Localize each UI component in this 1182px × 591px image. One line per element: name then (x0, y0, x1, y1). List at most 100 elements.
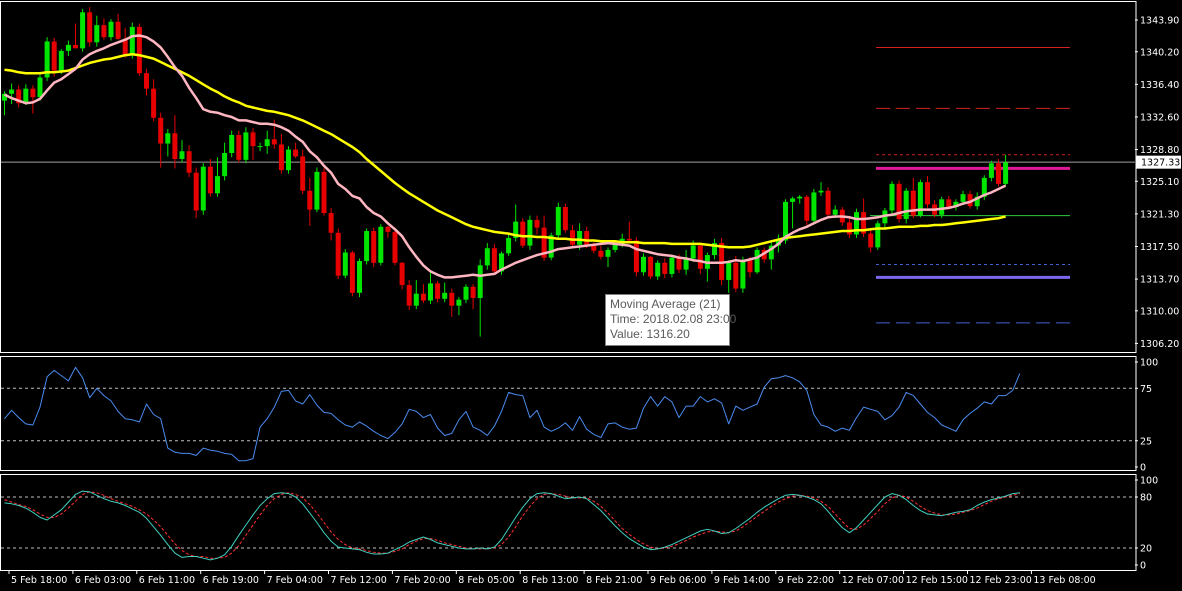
price-panel[interactable] (1, 7, 1135, 337)
candle (399, 261, 405, 290)
candle-body (278, 144, 284, 171)
candle (740, 256, 746, 293)
candle (534, 215, 540, 235)
candle-body (335, 232, 341, 276)
candle (392, 229, 398, 266)
candle-body (733, 262, 739, 289)
candle (65, 40, 71, 57)
candle-body (165, 133, 171, 144)
x-axis-tick-label: 12 Feb 07:00 (842, 575, 904, 586)
y-axis-tick-label: 100 (1140, 476, 1158, 487)
candle (300, 149, 306, 195)
candle-body (58, 50, 64, 71)
candle (9, 83, 15, 105)
candle-body (925, 182, 930, 205)
candle (236, 130, 242, 163)
candle-body (65, 44, 71, 51)
candle-body (108, 21, 114, 38)
candle (605, 247, 611, 268)
candle-body (825, 190, 831, 215)
candle-body (30, 88, 36, 98)
candle-body (257, 146, 263, 148)
candle-body (420, 293, 426, 301)
candle (768, 241, 774, 270)
candle (477, 259, 483, 337)
candle-body (23, 88, 29, 104)
current-price-label: 1327.33 (1141, 158, 1180, 169)
tooltip-time: Time: 2018.02.08 23:00 (610, 312, 737, 326)
candle (598, 245, 604, 260)
candle-body (484, 248, 490, 266)
candle-body (300, 156, 306, 191)
candle (527, 215, 533, 250)
candle-body (726, 262, 732, 280)
candle-body (626, 238, 632, 241)
candle (307, 177, 313, 226)
candle-body (51, 41, 57, 71)
candle (101, 18, 107, 40)
candle (385, 225, 391, 238)
oscillator-panel[interactable] (1, 366, 1135, 462)
candle-body (470, 286, 476, 298)
candle (641, 253, 646, 276)
candle (16, 85, 22, 108)
candle-body (868, 233, 874, 248)
y-axis-tick-label: 1336.40 (1140, 80, 1179, 91)
candle-body (186, 151, 192, 173)
moving-average-slow-line (4, 53, 1006, 249)
candle (726, 260, 732, 293)
candle-body (747, 260, 753, 273)
candle-body (87, 12, 93, 43)
candle-body (229, 134, 235, 153)
candle (662, 258, 668, 279)
candle (349, 250, 355, 297)
y-axis-tick-label: 1313.70 (1140, 275, 1179, 286)
candle (988, 160, 994, 182)
candle-body (846, 222, 852, 235)
candle-body (768, 245, 774, 260)
candle-body (577, 231, 583, 245)
candle (491, 243, 497, 275)
candle (790, 196, 796, 229)
candle-body (378, 226, 384, 263)
y-axis-tick-label: 100 (1140, 358, 1158, 369)
stochastic-panel[interactable] (1, 490, 1135, 561)
candle-body (264, 139, 270, 147)
candle-body (662, 262, 668, 274)
candle-body (1003, 162, 1009, 184)
y-axis-tick-label: 0 (1140, 463, 1146, 474)
candle (648, 255, 654, 280)
candle-body (271, 139, 277, 145)
candle (868, 230, 874, 253)
candle-body (314, 171, 320, 210)
candle (243, 127, 249, 164)
candle (87, 7, 93, 47)
candle (257, 142, 263, 152)
candle-body (917, 182, 923, 216)
candle-body (967, 194, 973, 207)
oscillator-line (4, 366, 1021, 462)
candle-body (669, 257, 675, 274)
candle (215, 157, 220, 197)
candle-body (882, 210, 888, 224)
candle-body (207, 166, 213, 194)
candle (151, 79, 157, 122)
candle (200, 163, 206, 215)
candle-body (534, 219, 540, 228)
candle-body (357, 261, 362, 293)
candle (37, 74, 43, 101)
candle-body (342, 252, 348, 276)
candle (108, 19, 114, 41)
y-axis-tick-label: 80 (1140, 493, 1152, 504)
candle-body (832, 209, 838, 215)
stochastic-signal-line (4, 491, 1020, 559)
candle (51, 38, 57, 77)
y-axis-tick-label: 0 (1140, 561, 1146, 572)
candle-body (136, 26, 142, 74)
candle-body (953, 201, 959, 208)
candle-body (570, 230, 575, 245)
candle-body (896, 183, 902, 220)
candle-body (527, 219, 533, 246)
candle-body (889, 183, 895, 211)
